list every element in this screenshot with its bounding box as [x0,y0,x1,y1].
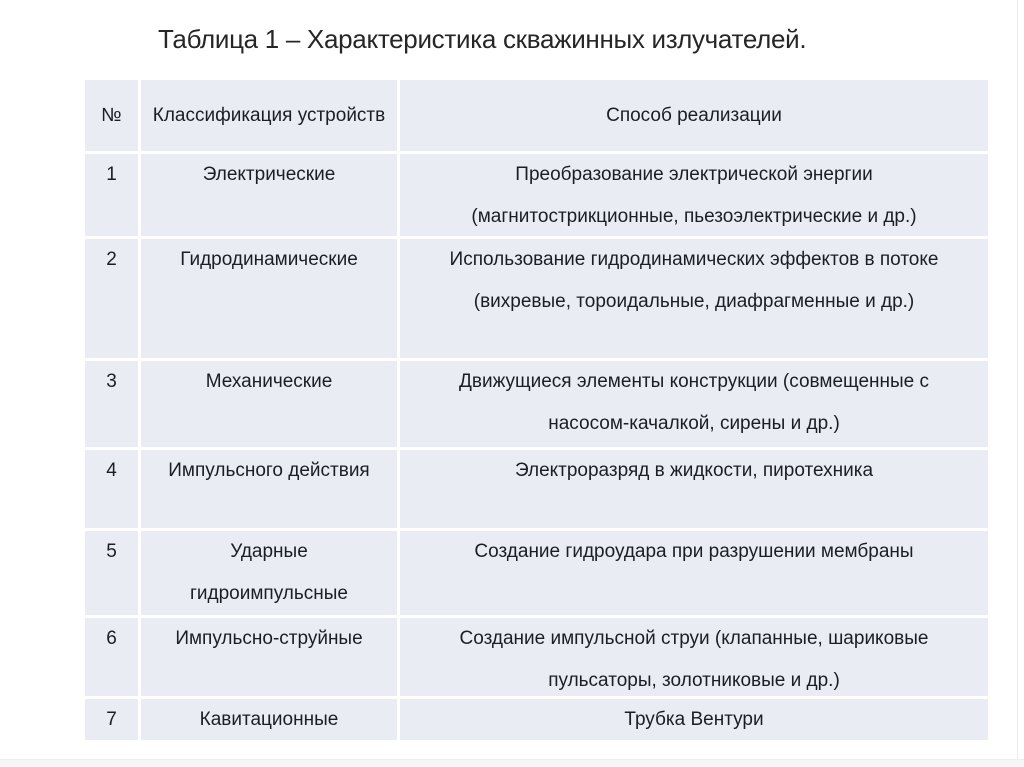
slide-bottom-strip [0,759,1024,767]
classification-cell: Гидродинамические [141,239,397,358]
classification-text: Гидродинамические [180,249,358,270]
num-cell: 2 [85,239,138,358]
classification-text: Механические [205,371,333,392]
method-text: Движущиеся элементы конструкции (совмеще… [459,371,929,392]
method-cell: Использование гидродинамических эффектов… [400,239,988,358]
method-cell: Движущиеся элементы конструкции (совмеще… [400,361,988,447]
classification-cell: Импульсно-струйные [141,618,397,696]
method-cell: Трубка Вентури [400,699,988,740]
method-cell: Создание гидроудара при разрушении мембр… [400,531,988,615]
header-label: Способ реализации [606,104,782,126]
header-label: Классификация устройств [152,104,386,126]
method-text: (магнитострикционные, пьезоэлектрические… [471,206,917,227]
num-cell: 6 [85,618,138,696]
classification-text: Импульсного действия [168,460,370,481]
classification-cell: Кавитационные [141,699,397,740]
row-number: 7 [106,709,117,730]
method-cell: Преобразование электрической энергии (маг… [400,154,988,236]
num-cell: 1 [85,154,138,236]
classification-cell: Импульсного действия [141,450,397,528]
classification-text: Ударные [230,541,308,562]
method-cell: Электроразряд в жидкости, пиротехника [400,450,988,528]
classification-cell: Электрические [141,154,397,236]
num-cell: 7 [85,699,138,740]
row-number: 1 [106,164,117,185]
row-number: 6 [106,628,117,649]
method-cell: Создание импульсной струи (клапанные, ша… [400,618,988,696]
method-text: Создание импульсной струи (клапанные, ша… [459,628,929,649]
method-text: Создание гидроудара при разрушении мембр… [474,541,914,562]
classification-text: гидроимпульсные [189,583,348,604]
classification-text: Электрические [202,164,336,185]
table-title: Таблица 1 – Характеристика скважинных из… [158,24,807,54]
method-text: Использование гидродинамических эффектов… [449,249,939,270]
slide-right-edge [1017,0,1018,767]
method-text: Трубка Вентури [624,709,764,730]
method-text: (вихревые, тороидальные, диафрагменные и… [473,291,915,312]
row-number: 4 [106,460,117,481]
method-text: Преобразование электрической энергии [515,164,873,185]
characteristics-table: № Классификация устройств Способ реализаци… [85,80,988,740]
row-number: 5 [106,541,117,562]
header-label: № [101,104,122,126]
classification-cell: Механические [141,361,397,447]
num-cell: 4 [85,450,138,528]
method-text: Электроразряд в жидкости, пиротехника [514,460,874,481]
method-text: пульсаторы, золотниковые и др.) [548,670,840,691]
row-number: 3 [106,371,117,392]
row-number: 2 [106,249,117,270]
num-cell: 3 [85,361,138,447]
header-cell-classification: Классификация устройств [141,80,397,151]
num-cell: 5 [85,531,138,615]
classification-cell: Ударные гидроимпульсные [141,531,397,615]
header-cell-number: № [85,80,138,151]
header-cell-method: Способ реализации [400,80,988,151]
classification-text: Кавитационные [199,709,339,730]
classification-text: Импульсно-струйные [175,628,363,649]
method-text: насосом-качалкой, сирены и др.) [548,413,840,434]
